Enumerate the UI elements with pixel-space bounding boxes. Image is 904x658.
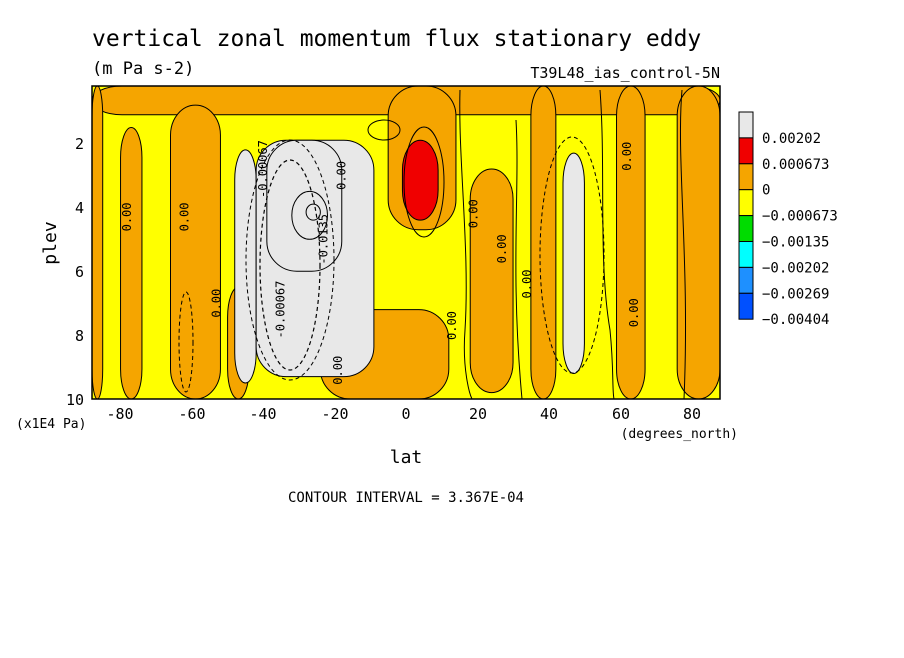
contour-label: 0.00 [620,142,634,171]
y-tick-label: 10 [66,391,84,409]
legend-swatch [738,241,754,268]
contour-line [679,89,687,400]
x-tick-label: -40 [249,405,276,423]
x-tick-label: 20 [469,405,487,423]
y-tick-label: 4 [75,199,84,217]
chart-units: (m Pa s-2) [92,59,194,79]
x-tick-label: -80 [106,405,133,423]
legend-label: 0 [762,183,770,199]
y-axis: 2 4 6 8 10 (x1E4 Pa) plev [16,135,86,432]
x-tick-label: -60 [178,405,205,423]
color-legend: 0.00202 0.000673 0 −0.000673 −0.00135 −0.0020… [738,111,838,328]
contour-label: 0.00 [334,161,348,190]
filled-region [91,85,104,400]
x-tick-label: 0 [401,405,410,423]
legend-swatch [738,215,754,243]
contour-labels: 0.00 0.00 0.00 -0.00067 -0.00067 -0.0135 0.00 0… [120,140,641,385]
contour-label: 0.00 [445,311,459,340]
legend-label: −0.00135 [762,235,829,251]
filled-region [120,127,143,400]
contour-line [599,89,615,400]
y-tick-label: 6 [75,263,84,281]
contour-line [245,139,335,381]
contour-lines [178,89,687,400]
legend-swatch [738,163,754,191]
legend-label: −0.00404 [762,312,829,328]
contour-line [403,126,445,238]
y-tick-label: 2 [75,135,84,153]
contour-label: 0.00 [331,356,345,385]
filled-regions [91,85,721,400]
contour-interval-note: CONTOUR INTERVAL = 3.367E-04 [288,490,524,506]
contour-label: 0.00 [120,202,134,231]
plot-frame [91,85,721,400]
x-axis: -80 -60 -40 -20 0 20 40 60 80 (degrees_n… [106,405,738,468]
contour-label: 0.00 [466,199,480,228]
contour-label: 0.00 [495,234,509,263]
x-axis-title: lat [390,447,423,468]
x-axis-units: (degrees_north) [621,427,738,442]
filled-region [530,85,557,400]
legend-swatch [738,137,754,165]
legend-swatch [738,111,754,139]
contour-line [259,159,321,371]
legend-label: −0.00202 [762,260,829,276]
contour-line [459,89,473,400]
contour-label: -0.00067 [274,281,288,339]
y-tick-label: 8 [75,327,84,345]
contour-label: 0.00 [520,270,534,299]
x-tick-label: 80 [683,405,701,423]
legend-label: 0.00202 [762,131,821,147]
filled-region [401,139,439,221]
contour-label: 0.00 [209,289,223,318]
contour-label: 0.00 [177,202,191,231]
filled-region [234,149,257,384]
legend-swatch [738,189,754,217]
filled-region [170,104,221,400]
y-axis-units: (x1E4 Pa) [16,417,86,432]
contour-label: -0.00067 [256,140,270,198]
legend-swatch [738,266,754,294]
filled-region [469,168,514,394]
y-axis-title: plev [40,221,61,264]
filled-region [562,152,585,374]
chart-title: vertical zonal momentum flux stationary … [92,26,701,52]
contour-line [539,136,605,374]
dataset-label: T39L48_ias_control-5N [530,64,720,82]
contour-line [515,119,523,400]
contour-line [367,119,401,141]
x-tick-label: 40 [540,405,558,423]
legend-label: −0.00269 [762,286,829,302]
x-tick-label: -20 [321,405,348,423]
legend-label: 0.000673 [762,157,829,173]
contour-label: -0.0135 [317,214,331,265]
contour-label: 0.00 [627,298,641,327]
x-tick-label: 60 [612,405,630,423]
filled-region [616,85,646,400]
contour-line [178,291,194,393]
legend-swatch [738,292,754,320]
plot-area: 0.00 0.00 0.00 -0.00067 -0.00067 -0.0135 0.00 0… [91,85,721,400]
legend-label: −0.000673 [762,209,838,225]
